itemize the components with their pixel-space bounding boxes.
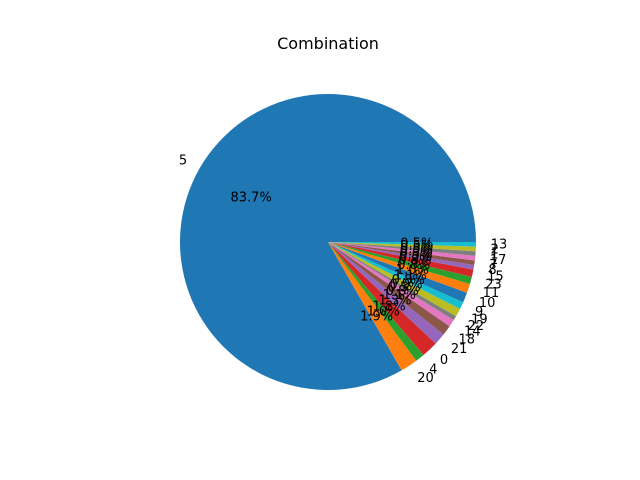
pie-slice bbox=[328, 242, 472, 284]
slice-label: 7 bbox=[489, 258, 497, 273]
slice-label: 23 bbox=[485, 277, 502, 292]
slice-label: 9 bbox=[475, 305, 483, 320]
slice-label: 14 bbox=[464, 324, 481, 339]
pie-slice bbox=[328, 242, 476, 256]
pie-slice bbox=[328, 242, 424, 361]
slice-percent-label: 0.5% bbox=[400, 242, 433, 257]
slice-percent-label: 1.1% bbox=[383, 288, 416, 303]
chart-title: Combination bbox=[277, 34, 379, 53]
slice-label: 8 bbox=[488, 263, 496, 278]
slice-percent-label: 1.9% bbox=[360, 309, 393, 324]
pie-slice bbox=[328, 242, 444, 344]
slice-label: 0 bbox=[440, 353, 448, 368]
slice-percent-label: 0.5% bbox=[400, 245, 433, 260]
pie-percent-labels: 83.7%1.9%1.0%1.8%1.3%1.1%0.8%0.5%0.9%0.8… bbox=[231, 190, 434, 324]
slice-percent-label: 1.3% bbox=[378, 293, 411, 308]
slice-percent-label: 0.5% bbox=[399, 250, 432, 265]
slice-percent-label: 0.5% bbox=[400, 236, 433, 251]
slice-percent-label: 1.8% bbox=[373, 299, 406, 314]
slice-label: 1 bbox=[490, 248, 498, 263]
slice-percent-label: 1.1% bbox=[394, 268, 427, 283]
pie-slice bbox=[328, 242, 417, 371]
slice-label: 15 bbox=[487, 269, 504, 284]
slice-label: 19 bbox=[471, 313, 488, 328]
pie-slice bbox=[328, 242, 454, 327]
pie-slice bbox=[328, 242, 476, 261]
slice-label: 22 bbox=[468, 319, 485, 334]
pie-slice bbox=[328, 242, 468, 303]
slice-percent-label: 83.7% bbox=[231, 190, 272, 205]
slice-percent-label: 0.8% bbox=[386, 284, 419, 299]
slice-label: 17 bbox=[490, 253, 507, 268]
pie-slice bbox=[179, 93, 476, 390]
slice-label: 11 bbox=[483, 286, 500, 301]
pie-slice bbox=[328, 242, 470, 293]
pie-slice bbox=[328, 242, 464, 309]
slice-percent-label: 1.0% bbox=[396, 263, 429, 278]
slice-percent-label: 0.5% bbox=[399, 247, 432, 262]
slice-label: 13 bbox=[491, 238, 508, 253]
slice-percent-label: 0.8% bbox=[392, 273, 425, 288]
slice-label: 4 bbox=[429, 363, 437, 378]
slice-label: 5 bbox=[179, 153, 187, 168]
slice-percent-label: 0.5% bbox=[400, 239, 433, 254]
pie-slice bbox=[328, 242, 475, 266]
pie-slice bbox=[328, 242, 476, 252]
slice-percent-label: 0.5% bbox=[388, 281, 421, 296]
slice-percent-label: 0.8% bbox=[397, 258, 430, 273]
pie-slice bbox=[328, 242, 436, 356]
pie-slice bbox=[328, 242, 475, 270]
slice-percent-label: 1.0% bbox=[367, 305, 400, 320]
slice-label: 2 bbox=[491, 243, 499, 258]
slice-label: 21 bbox=[451, 342, 468, 357]
pie-slices bbox=[179, 93, 476, 390]
pie-slice bbox=[328, 242, 474, 277]
slice-percent-label: 0.8% bbox=[398, 254, 431, 269]
slice-label: 10 bbox=[479, 296, 496, 311]
pie-slice bbox=[328, 242, 457, 321]
pie-slice bbox=[328, 242, 461, 317]
slice-label: 20 bbox=[417, 371, 434, 386]
pie-slice bbox=[328, 242, 450, 335]
slice-label: 18 bbox=[459, 332, 476, 347]
pie-slice bbox=[328, 242, 476, 247]
slice-percent-label: 0.9% bbox=[390, 277, 423, 292]
